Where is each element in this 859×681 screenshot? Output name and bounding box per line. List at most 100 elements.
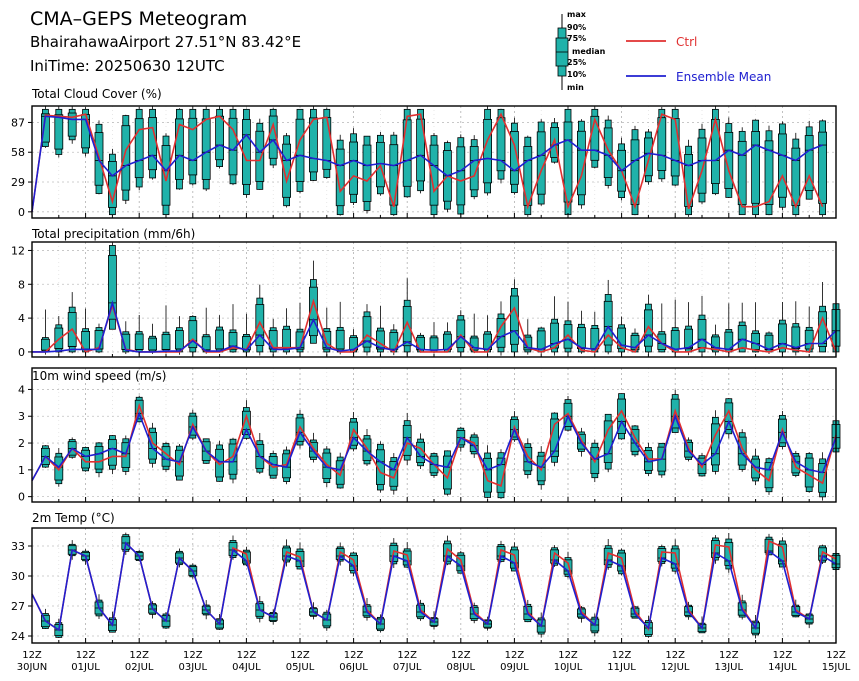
legend-box-label: 75% — [567, 34, 586, 43]
box-iqr — [630, 335, 640, 351]
legend-box-label: 25% — [567, 58, 586, 67]
x-tick-label-date: 11JUL — [607, 662, 636, 673]
chart-title: CMA–GEPS Meteogram — [30, 8, 248, 30]
x-tick-label-date: 12JUL — [661, 662, 690, 673]
box-iqr — [737, 325, 747, 349]
y-tick-label: 8 — [18, 278, 25, 291]
box-iqr — [322, 452, 332, 479]
y-tick-label: 33 — [11, 540, 25, 553]
box-iqr — [41, 113, 50, 143]
box-iqr — [201, 336, 211, 351]
box-iqr — [791, 147, 801, 206]
box-iqr — [509, 549, 519, 569]
box-iqr — [67, 112, 77, 137]
box-iqr — [644, 137, 653, 177]
legend-box-label: median — [572, 47, 606, 56]
x-tick-label-date: 05JUL — [286, 662, 315, 673]
y-tick-label: 4 — [18, 312, 25, 325]
box-iqr — [295, 417, 305, 442]
box-iqr — [483, 457, 493, 493]
box-iqr — [737, 436, 747, 466]
ensemble-mean-line — [32, 299, 837, 353]
panel-2: Total precipitation (mm/6h) 0 4 8 12 — [11, 227, 841, 359]
box-iqr — [349, 421, 359, 446]
x-tick-label-time: 12Z — [665, 650, 685, 661]
box-iqr — [751, 332, 760, 350]
box-iqr — [751, 131, 760, 204]
x-tick-label-time: 12Z — [826, 650, 846, 661]
box-iqr — [201, 118, 211, 180]
x-tick-label-date: 30JUN — [17, 662, 47, 673]
x-tick-label-time: 12Z — [22, 650, 42, 661]
x-tick-label-time: 12Z — [237, 650, 257, 661]
box-iqr — [590, 115, 600, 161]
y-tick-label: 2 — [18, 437, 25, 450]
box-iqr — [188, 117, 198, 176]
panel-1: Total Cloud Cover (%) 0 29 58 87 — [11, 87, 837, 219]
box-iqr — [603, 420, 613, 463]
box-iqr — [563, 324, 573, 349]
box-iqr — [670, 330, 680, 350]
x-axis: 12Z30JUN12Z01JUL12Z02JUL12Z03JUL12Z04JUL… — [17, 650, 851, 673]
box-iqr — [241, 119, 251, 185]
x-tick-label-time: 12Z — [397, 650, 417, 661]
box-iqr — [724, 402, 734, 430]
x-tick-label-time: 12Z — [290, 650, 310, 661]
panels: Total Cloud Cover (%) 0 29 58 87 Total precip… — [11, 87, 841, 644]
box-iqr — [617, 552, 626, 572]
x-tick-label-date: 01JUL — [71, 662, 100, 673]
box-iqr — [215, 115, 225, 161]
x-tick-label-date: 07JUL — [393, 662, 422, 673]
box-iqr — [496, 117, 506, 172]
x-tick-label-time: 12Z — [505, 650, 525, 661]
box-iqr — [54, 114, 64, 150]
legend-mean-label: Ensemble Mean — [676, 70, 771, 84]
x-tick-label-time: 12Z — [773, 650, 793, 661]
box-iqr — [349, 141, 359, 195]
box-iqr — [603, 300, 613, 346]
box-iqr — [255, 304, 265, 346]
box-iqr — [148, 337, 158, 351]
x-tick-label-date: 03JUL — [179, 662, 208, 673]
x-tick-label-time: 12Z — [76, 650, 96, 661]
box-iqr — [121, 125, 131, 191]
box-iqr — [536, 330, 546, 350]
panel-title: Total Cloud Cover (%) — [31, 87, 162, 101]
box-iqr — [94, 446, 104, 470]
box-iqr — [255, 130, 265, 182]
box-iqr — [724, 542, 734, 566]
y-tick-label: 0 — [18, 491, 25, 504]
init-time: IniTime: 20250630 12UTC — [30, 57, 225, 75]
box-iqr — [778, 133, 787, 198]
box-iqr — [215, 448, 225, 478]
box-iqr — [174, 118, 184, 180]
box-iqr — [429, 337, 439, 351]
box-iqr — [670, 548, 680, 569]
box-iqr — [375, 449, 385, 485]
box-iqr — [483, 118, 493, 184]
x-tick-label-date: 14JUL — [768, 662, 797, 673]
box-iqr — [804, 457, 814, 488]
panel-title: Total precipitation (mm/6h) — [31, 227, 195, 241]
box-iqr — [577, 327, 586, 350]
box-iqr — [134, 118, 144, 179]
y-tick-label: 87 — [11, 116, 25, 129]
x-tick-label-time: 12Z — [129, 650, 149, 661]
box-iqr — [737, 140, 747, 206]
x-tick-label-date: 06JUL — [339, 662, 368, 673]
box-iqr — [818, 463, 827, 493]
box-iqr — [308, 117, 318, 173]
box-iqr — [523, 447, 533, 472]
y-tick-label: 12 — [11, 244, 25, 257]
y-tick-label: 24 — [11, 630, 25, 643]
box-iqr — [657, 117, 667, 171]
legend-box-label: 90% — [567, 23, 586, 32]
box-iqr — [335, 148, 345, 207]
panel-4: 2m Temp (°C) 24 27 30 33 — [11, 511, 841, 644]
x-tick-label-time: 12Z — [183, 650, 203, 661]
box-iqr — [148, 117, 158, 171]
box-iqr — [389, 461, 399, 487]
x-tick-label-date: 15JUL — [822, 662, 851, 673]
legend-box-label: min — [567, 83, 584, 92]
